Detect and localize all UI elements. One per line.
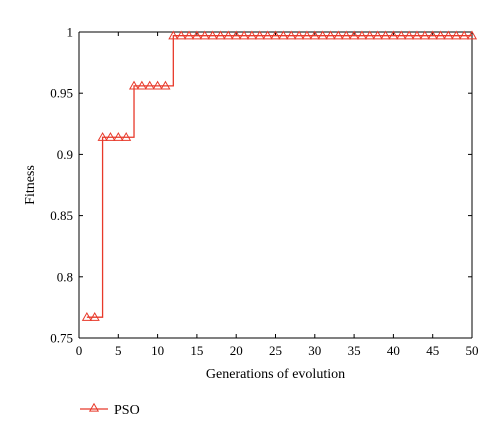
data-point-marker [238,30,250,40]
data-point-marker [89,311,100,321]
data-point-marker [262,30,273,40]
legend-marker-pso [88,402,100,412]
data-point-marker [466,30,478,40]
axes [78,31,473,339]
data-point-marker [183,30,195,40]
data-point-marker [191,30,202,40]
data-point-marker [152,80,163,90]
data-point-marker [231,30,242,40]
data-point-marker [380,30,391,40]
data-point-marker [105,132,116,141]
x-tick-label: 25 [269,343,282,358]
data-point-marker [246,30,257,40]
legend-label-pso: PSO [114,403,140,418]
data-point-marker [136,80,147,90]
data-point-marker [459,30,470,40]
y-tick-label: 0.85 [50,208,73,223]
data-point-marker [419,30,430,40]
y-tick-label: 1 [67,25,74,40]
data-point-marker [435,30,446,40]
data-point-marker [427,30,438,40]
data-point-marker [199,30,210,40]
x-tick-label: 15 [190,343,203,358]
data-point-marker [113,132,124,141]
data-point-marker [215,30,226,40]
data-point-marker [168,30,179,40]
y-tick-label: 0.95 [50,86,73,101]
data-point-marker [309,30,320,40]
x-tick-label: 20 [230,343,243,358]
data-point-marker [388,30,399,40]
data-point-marker [356,30,368,40]
data-point-marker [97,132,108,141]
data-point-marker [144,80,155,90]
x-tick-label: 45 [426,343,439,358]
x-tick-label: 30 [308,343,321,358]
data-point-marker [278,30,289,40]
x-tick-label: 50 [466,343,479,358]
data-point-marker [128,80,140,90]
data-point-marker [396,30,407,40]
y-tick-label: 0.75 [50,331,73,346]
y-tick-label: 0.8 [57,269,73,284]
x-axis-title: Generations of evolution [206,367,345,382]
x-tick-label: 40 [387,343,400,358]
data-point-marker [364,30,375,40]
data-point-marker [349,30,360,40]
data-point-marker [286,30,297,40]
data-point-marker [317,30,328,40]
legend: PSO [80,402,140,418]
data-point-marker [372,30,383,40]
x-tick-label: 0 [76,343,83,358]
data-point-marker [121,132,132,141]
series-line-pso [86,35,472,318]
x-tick-label: 5 [115,343,122,358]
data-point-marker [451,30,462,40]
data-point-marker [333,30,344,40]
data-point-marker [443,30,454,40]
data-point-marker [301,30,313,40]
data-point-marker [254,30,265,40]
data-point-marker [404,30,415,40]
data-point-marker [81,311,92,321]
x-tick-label: 35 [348,343,361,358]
data-point-marker [294,30,305,40]
data-point-marker [270,30,281,40]
data-point-marker [223,30,234,40]
data-point-marker [411,30,423,40]
data-point-marker [325,30,336,40]
y-tick-label: 0.9 [57,147,73,162]
y-axis-title: Fitness [23,165,38,205]
data-point-marker [207,30,218,40]
data-point-marker [160,80,171,90]
x-tick-label: 10 [151,343,164,358]
series-layer [81,30,478,321]
data-point-marker [176,30,187,40]
tick-marks: 0 5 10 15 20 25 30 35 40 45 50 0.75 0.8 0.85 0.9 0.95 1 [50,25,478,359]
data-point-marker [341,30,352,40]
